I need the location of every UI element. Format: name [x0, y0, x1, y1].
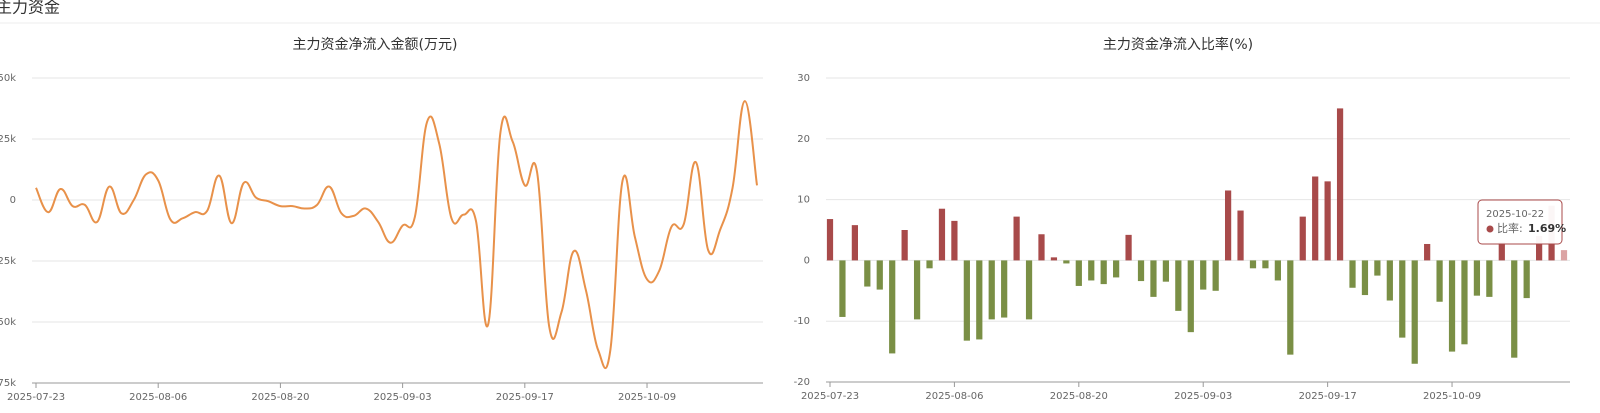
y-tick-label: 50k [0, 73, 16, 84]
bar [913, 260, 921, 320]
y-tick-label: 0 [804, 255, 810, 266]
bar [1038, 234, 1045, 261]
bar [951, 220, 958, 261]
bar [1113, 260, 1120, 278]
bar [1560, 250, 1568, 261]
bar [1237, 210, 1244, 261]
bar [1150, 260, 1157, 297]
bar [988, 260, 995, 320]
bar [1399, 260, 1406, 338]
bar [1001, 260, 1008, 318]
bar [1075, 260, 1082, 286]
y-tick-label: 30 [797, 73, 810, 84]
bar [1486, 260, 1493, 297]
chart-title: 主力资金净流入比率(%) [1103, 36, 1253, 53]
x-tick-label: 2025-08-06 [925, 391, 983, 402]
bar [1287, 260, 1294, 355]
x-tick-label: 2025-09-03 [374, 392, 432, 403]
bar [1386, 260, 1393, 301]
bar [1436, 260, 1443, 302]
bar [1424, 243, 1431, 261]
y-tick-label: -75k [0, 378, 16, 389]
y-tick-label: -25k [0, 256, 16, 267]
x-tick-label: 2025-10-09 [618, 392, 676, 403]
bar [1461, 260, 1468, 345]
y-tick-label: -20 [794, 377, 810, 388]
bar [1249, 260, 1257, 269]
x-tick-label: 2025-07-23 [801, 391, 859, 402]
x-tick-label: 2025-08-20 [1050, 391, 1108, 402]
tooltip-value: 1.69% [1528, 222, 1566, 235]
bar [1448, 260, 1456, 352]
x-tick-label: 2025-08-06 [129, 392, 187, 403]
tooltip-dot [1486, 225, 1494, 233]
bar [1262, 260, 1269, 269]
bar [1274, 260, 1281, 281]
bar [876, 260, 883, 290]
bar [1125, 234, 1132, 261]
bar [1212, 260, 1219, 291]
bar [926, 260, 933, 269]
bar [1137, 260, 1145, 282]
x-tick-label: 2025-09-17 [496, 392, 554, 403]
bar [1224, 190, 1232, 261]
y-tick-label: 25k [0, 134, 16, 145]
chart-title: 主力资金净流入金额(万元) [293, 37, 458, 53]
bar [851, 225, 858, 261]
bar [826, 219, 834, 261]
bar [1374, 260, 1381, 276]
x-tick-label: 2025-09-17 [1299, 391, 1357, 402]
y-tick-label: 20 [797, 134, 810, 145]
line-series [35, 100, 758, 369]
bar [1025, 260, 1033, 320]
bar [1013, 216, 1020, 261]
x-tick-label: 2025-08-20 [251, 392, 309, 403]
bar [901, 230, 908, 261]
tooltip-label: 比率: [1497, 221, 1523, 235]
x-tick-label: 2025-07-23 [7, 392, 65, 403]
y-tick-label: -50k [0, 317, 16, 328]
bar [1162, 260, 1170, 282]
bar [1050, 257, 1058, 261]
bar [1523, 260, 1530, 299]
bar [1498, 242, 1505, 261]
bar [963, 260, 970, 341]
bar [864, 260, 871, 287]
bar [1361, 260, 1369, 296]
bar [976, 260, 983, 340]
bar [1511, 260, 1518, 358]
bar [1336, 108, 1344, 261]
bar [1411, 260, 1418, 364]
tooltip-date: 2025-10-22 [1486, 209, 1544, 220]
y-tick-label: 10 [797, 195, 810, 206]
bar [1063, 260, 1070, 264]
bar [1349, 260, 1356, 288]
bar [1473, 260, 1481, 296]
y-tick-label: -10 [794, 316, 810, 327]
x-tick-label: 2025-09-03 [1174, 391, 1232, 402]
bar [1175, 260, 1182, 311]
bar [889, 260, 896, 354]
bar [1088, 260, 1095, 281]
bar [938, 208, 946, 261]
bar [1324, 181, 1331, 261]
bar [1312, 176, 1319, 261]
bar [1200, 260, 1207, 290]
bar [839, 260, 846, 317]
y-tick-label: 0 [10, 195, 16, 206]
bar [1187, 260, 1194, 333]
bar [1536, 236, 1543, 261]
tooltip-box [1477, 199, 1563, 245]
page-title: 主力资金 [0, 0, 60, 17]
bar [1299, 216, 1306, 261]
x-tick-label: 2025-10-09 [1423, 391, 1481, 402]
bar [1100, 260, 1107, 285]
